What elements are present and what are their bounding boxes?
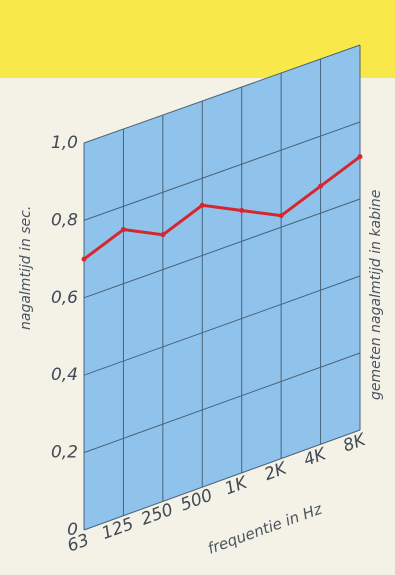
y-tick-label: 0,8 <box>51 210 78 230</box>
chart-panel <box>84 45 360 530</box>
grid-hline-5 <box>83 44 361 144</box>
grid-hline-0 <box>83 429 361 531</box>
y-tick-label: 0 <box>67 520 78 540</box>
y-tick-labels: 0 0,2 0,4 0,6 0,8 1,0 <box>51 133 78 540</box>
series-point-8K <box>357 154 363 160</box>
grid-hline-4 <box>83 121 361 221</box>
grid <box>83 44 361 531</box>
series-point-125 <box>120 227 126 233</box>
series-point-500 <box>199 202 205 208</box>
series-point-63 <box>81 256 87 262</box>
grid-hline-1 <box>83 352 361 454</box>
series-point-1K <box>239 207 245 213</box>
y-tick-label: 0,2 <box>51 443 78 463</box>
y-tick-label: 1,0 <box>51 133 78 153</box>
grid-hline-2 <box>83 275 361 376</box>
series-line <box>83 155 361 261</box>
series-layer <box>81 154 363 262</box>
series-point-4K <box>318 183 324 189</box>
right-label: gemeten nagalmtijd in kabine <box>368 190 384 400</box>
series-point-250 <box>160 232 166 238</box>
y-tick-label: 0,4 <box>51 365 78 385</box>
series-point-2K <box>278 213 284 219</box>
y-axis-label: nagalmtijd in sec. <box>18 206 34 330</box>
y-tick-label: 0,6 <box>51 288 78 308</box>
grid-hline-3 <box>83 198 361 299</box>
